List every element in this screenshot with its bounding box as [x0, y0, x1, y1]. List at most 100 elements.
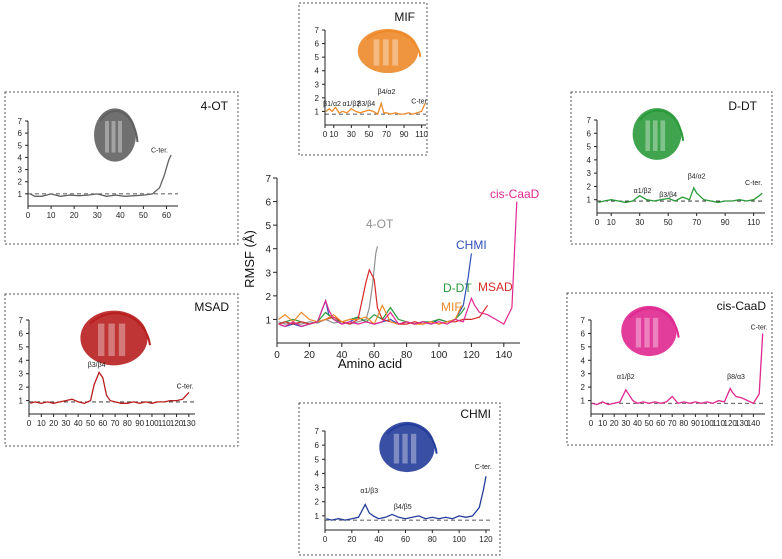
panel-frame	[566, 292, 773, 446]
panel-xtick-label: 20	[49, 419, 58, 428]
panel-annotation: β4/α2	[378, 89, 396, 96]
panel-ytick-label: 5	[18, 141, 23, 150]
panel-xtick-label: 100	[452, 535, 466, 544]
protein-strand	[660, 120, 666, 151]
main-xlabel: Amino acid	[338, 356, 402, 371]
panel-title: 4-OT	[201, 99, 229, 113]
panel-ytick-label: 1	[587, 196, 592, 205]
label-4ot: 4-OT	[366, 217, 394, 231]
label-msad: MSAD	[478, 280, 513, 294]
main-series-cis-caad	[278, 201, 518, 328]
panel-frame	[570, 91, 773, 245]
panel-xtick-label: 0	[595, 218, 600, 227]
panel-annotation: C-ter.	[475, 464, 492, 471]
panel-ytick-label: 2	[18, 178, 23, 187]
panel-xtick-label: 110	[712, 419, 725, 428]
panel-ytick-label: 4	[581, 356, 586, 365]
panel-ytick-label: 3	[315, 484, 320, 493]
panel-annotation: β3/β4	[659, 192, 677, 199]
label-mif: MIF	[441, 300, 462, 314]
panel-frame	[298, 402, 501, 556]
panel-xtick-label: 0	[323, 535, 328, 544]
panel-xtick-label: 70	[692, 218, 701, 227]
label-ddt: D-DT	[443, 281, 472, 295]
panel-xtick-label: 90	[721, 218, 730, 227]
protein-strand	[373, 39, 380, 66]
protein-body	[357, 28, 419, 74]
panel-annotation: α1/β2	[342, 101, 360, 108]
panel-xtick-label: 130	[182, 419, 196, 428]
protein-structure-icon	[80, 310, 151, 366]
panel-ytick-label: 7	[19, 316, 24, 325]
panel-xtick-label: 70	[382, 130, 391, 139]
panel-xtick-label: 90	[400, 130, 409, 139]
panel-ytick-label: 2	[315, 94, 320, 103]
protein-strand	[111, 121, 116, 153]
protein-strand	[393, 433, 400, 464]
panel-xtick-label: 60	[162, 211, 171, 220]
panel-xtick-label: 10	[598, 419, 607, 428]
panel-xtick-label: 40	[633, 419, 642, 428]
panel-annotation: C-ter.	[151, 148, 168, 155]
panel-ytick-label: 3	[18, 166, 23, 175]
protein-loop	[386, 423, 438, 454]
panel-xtick-label: 90	[691, 419, 700, 428]
protein-structure-icon	[94, 108, 139, 162]
panel-xtick-label: 50	[645, 419, 654, 428]
main-ytick-label: 5	[265, 221, 271, 232]
panel-xtick-label: 40	[374, 535, 383, 544]
panel-title: CHMI	[460, 407, 491, 421]
main-xtick-label: 120	[463, 350, 480, 361]
panel-xtick-label: 60	[401, 535, 410, 544]
panel-ytick-label: 3	[581, 370, 586, 379]
panel-xtick-label: 70	[111, 419, 120, 428]
panel-ytick-label: 7	[315, 26, 320, 35]
panel-xtick-label: 0	[27, 419, 32, 428]
panel-xtick-label: 0	[589, 419, 594, 428]
panel-annotation: β3/β4	[357, 101, 375, 108]
panel-xtick-label: 0	[26, 211, 31, 220]
main-ylabel: RMSF (Å)	[242, 230, 257, 288]
main-ytick-label: 4	[265, 245, 271, 256]
panel-series	[598, 186, 763, 204]
panel-xtick-label: 10	[37, 419, 46, 428]
main-xtick-label: 20	[304, 350, 316, 361]
panel-xtick-label: 130	[735, 419, 749, 428]
protein-strand	[410, 433, 417, 464]
label-cis-caad: cis-CaaD	[490, 187, 540, 201]
panel-ytick-label: 5	[315, 53, 320, 62]
panel-annotation: α1/β2	[634, 188, 652, 195]
protein-strand	[402, 433, 408, 464]
panel-ytick-label: 6	[581, 329, 586, 338]
main-overlay-chart: RMSF (Å) Amino acid 4-OT CHMI D-DT MSAD …	[242, 174, 540, 371]
panel-series	[325, 101, 426, 116]
panel-frame	[298, 2, 428, 156]
protein-strand	[105, 121, 109, 153]
panel-xtick-label: 40	[74, 419, 83, 428]
panel-ytick-label: 7	[18, 117, 23, 126]
protein-strand	[392, 39, 399, 66]
panel-title: MSAD	[194, 300, 229, 314]
panel-ytick-label: 2	[587, 182, 592, 191]
panel-xtick-label: 30	[621, 419, 630, 428]
panel-ytick-label: 6	[315, 40, 320, 49]
main-ytick-label: 6	[265, 198, 271, 209]
panel-ytick-label: 1	[581, 397, 586, 406]
main-ytick-label: 1	[265, 315, 271, 326]
panel-ytick-label: 1	[18, 190, 23, 199]
main-ytick-label: 2	[265, 292, 271, 303]
panel-xtick-label: 10	[607, 218, 616, 227]
protein-strand	[108, 323, 115, 356]
protein-strand	[645, 120, 651, 151]
panel-chmi: CHMI 1 2 3 4 5 6 7 0 20 40 60 80 100 120 α1/β3 β4/β5 C-te…	[298, 402, 501, 556]
panel-annotation: C-ter.	[751, 324, 768, 331]
main-xtick-label: 60	[369, 350, 381, 361]
protein-strand	[118, 121, 122, 153]
main-xtick-label: 40	[336, 350, 348, 361]
panel-xtick-label: 10	[329, 130, 338, 139]
panel-xtick-label: 110	[747, 218, 760, 227]
panel-xtick-label: 80	[428, 535, 437, 544]
panel-ytick-label: 6	[315, 441, 320, 450]
protein-structure-icon	[379, 421, 438, 473]
protein-strand	[635, 317, 642, 348]
